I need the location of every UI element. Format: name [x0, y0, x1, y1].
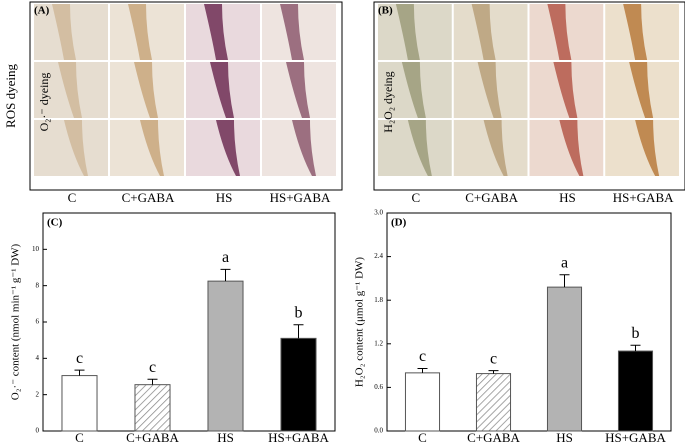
bar [207, 280, 244, 432]
significance-letter: b [295, 304, 303, 321]
row-label: O₂·⁻ dyeing [37, 73, 51, 132]
x-tick-label: HS+GABA [605, 430, 666, 445]
plot-frame [386, 212, 672, 432]
error-bar [630, 344, 641, 352]
column-label: C [412, 190, 421, 205]
bar [280, 337, 317, 432]
column-label: HS+GABA [613, 190, 674, 205]
panel-label: (D) [391, 217, 407, 229]
error-bar [559, 274, 570, 288]
y-tick-label: 3.0 [374, 209, 383, 217]
error-bar [417, 368, 428, 373]
panel-label: (A) [34, 5, 50, 17]
root [407, 120, 432, 176]
y-tick-label: 1.8 [374, 296, 383, 304]
column-label: HS+GABA [270, 190, 331, 205]
error-bar [74, 369, 85, 376]
root [216, 120, 240, 176]
root [471, 4, 496, 60]
y-axis-label: O₂·⁻ content (nmol min⁻¹ g⁻¹ DW) [10, 243, 22, 400]
y-tick-label: 2 [36, 390, 40, 398]
root [210, 62, 234, 118]
root [629, 62, 654, 118]
y-tick-label: 0.0 [374, 427, 383, 435]
significance-letter: c [76, 350, 83, 367]
x-tick-label: HS+GABA [268, 430, 329, 445]
x-tick-label: HS [556, 430, 573, 445]
root [401, 62, 426, 118]
bar [546, 286, 583, 432]
root [547, 4, 572, 60]
x-tick-label: C [75, 430, 84, 445]
y-axis-label: H₂O₂ content (μmol g⁻¹ DW) [354, 257, 366, 388]
column-label: C [68, 190, 77, 205]
panel-label: (C) [47, 217, 63, 229]
panel-label: (B) [378, 5, 393, 17]
bar [475, 373, 512, 432]
root [292, 120, 316, 176]
bar [617, 350, 654, 432]
significance-letter: c [419, 348, 426, 365]
column-label: C+GABA [122, 190, 175, 205]
bar [404, 372, 441, 432]
root [623, 4, 648, 60]
significance-letter: a [222, 249, 229, 266]
root [395, 4, 420, 60]
significance-letter: c [149, 359, 156, 376]
root [204, 4, 228, 60]
error-bar [293, 324, 304, 339]
y-tick-label: 0.6 [374, 383, 383, 391]
bar [61, 375, 98, 432]
y-tick-label: 0 [36, 427, 40, 435]
root [52, 4, 76, 60]
error-bar [147, 378, 158, 385]
column-label: C+GABA [465, 190, 518, 205]
root [553, 62, 578, 118]
significance-letter: b [632, 325, 640, 342]
root [134, 62, 158, 118]
y-tick-label: 1.2 [374, 339, 383, 347]
y-tick-label: 8 [36, 281, 40, 289]
y-tick-label: 10 [32, 245, 40, 253]
x-tick-label: C [418, 430, 427, 445]
y-tick-label: 6 [36, 318, 40, 326]
x-tick-label: HS [217, 430, 234, 445]
column-label: HS [559, 190, 576, 205]
x-tick-label: C+GABA [126, 430, 179, 445]
side-label: ROS dyeing [3, 64, 18, 128]
significance-letter: c [490, 350, 497, 367]
row-label: H₂O₂ dyeing [381, 71, 395, 132]
root [64, 120, 88, 176]
root [286, 62, 310, 118]
y-tick-label: 2.4 [374, 252, 383, 260]
root [140, 120, 164, 176]
root [635, 120, 660, 176]
error-bar [488, 370, 499, 374]
root [559, 120, 584, 176]
root [280, 4, 304, 60]
root [477, 62, 502, 118]
bar [134, 384, 171, 432]
significance-letter: a [561, 254, 568, 271]
root [483, 120, 508, 176]
root [58, 62, 82, 118]
error-bar [220, 268, 231, 282]
x-tick-label: C+GABA [467, 430, 520, 445]
y-tick-label: 4 [36, 354, 40, 362]
root [128, 4, 152, 60]
column-label: HS [216, 190, 233, 205]
